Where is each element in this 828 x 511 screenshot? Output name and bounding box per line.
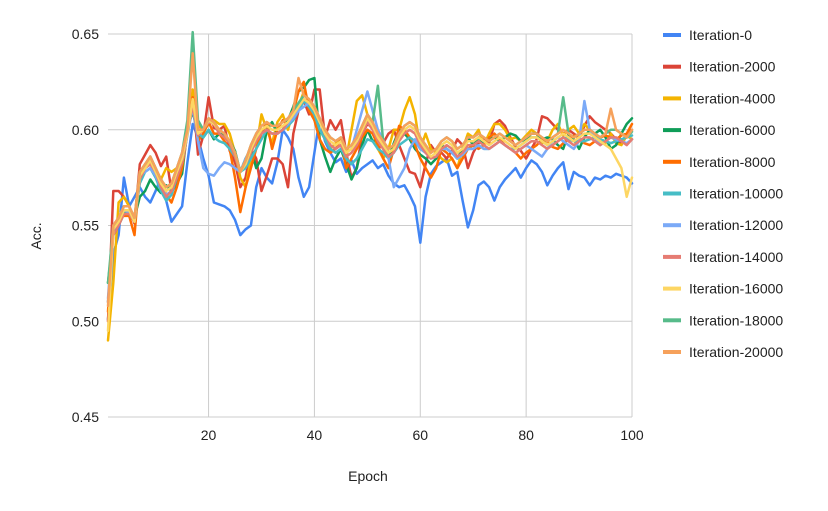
- legend-swatch: [663, 96, 681, 101]
- x-tick-label: 100: [620, 427, 644, 443]
- x-tick-label: 60: [412, 427, 428, 443]
- legend-item: Iteration-14000: [663, 249, 783, 265]
- series-line-iteration-20000: [106, 51, 634, 308]
- legend: Iteration-0 Iteration-2000 Iteration-4000 I…: [663, 27, 783, 360]
- legend-swatch: [663, 318, 681, 323]
- legend-label: Iteration-2000: [689, 59, 776, 75]
- legend-item: Iteration-20000: [663, 344, 783, 360]
- legend-item: Iteration-10000: [663, 186, 783, 202]
- legend-swatch: [663, 128, 681, 133]
- y-tick-label: 0.50: [72, 313, 99, 329]
- x-tick-label: 40: [307, 427, 323, 443]
- legend-label: Iteration-14000: [689, 249, 783, 265]
- legend-swatch: [663, 254, 681, 259]
- legend-item: Iteration-8000: [663, 154, 776, 170]
- legend-swatch: [663, 223, 681, 228]
- x-tick-label: 20: [201, 427, 217, 443]
- legend-label: Iteration-0: [689, 27, 752, 43]
- legend-item: Iteration-16000: [663, 281, 783, 297]
- legend-label: Iteration-20000: [689, 344, 783, 360]
- y-tick-label: 0.60: [72, 122, 99, 138]
- legend-item: Iteration-0: [663, 27, 752, 43]
- y-tick-label: 0.45: [72, 409, 99, 425]
- legend-item: Iteration-2000: [663, 59, 776, 75]
- legend-swatch: [663, 159, 681, 164]
- legend-label: Iteration-16000: [689, 281, 783, 297]
- y-axis-title: Acc.: [28, 222, 44, 249]
- legend-label: Iteration-18000: [689, 312, 783, 328]
- legend-swatch: [663, 64, 681, 69]
- legend-label: Iteration-12000: [689, 217, 783, 233]
- legend-label: Iteration-6000: [689, 122, 776, 138]
- legend-label: Iteration-8000: [689, 154, 776, 170]
- legend-swatch: [663, 286, 681, 291]
- y-tick-label: 0.55: [72, 218, 99, 234]
- grid-lines: [108, 33, 633, 418]
- legend-label: Iteration-4000: [689, 90, 776, 106]
- x-axis-title: Epoch: [348, 468, 388, 484]
- legend-swatch: [663, 191, 681, 196]
- legend-item: Iteration-18000: [663, 312, 783, 328]
- legend-item: Iteration-6000: [663, 122, 776, 138]
- legend-item: Iteration-4000: [663, 90, 776, 106]
- legend-item: Iteration-12000: [663, 217, 783, 233]
- series-lines: [106, 30, 634, 342]
- legend-swatch: [663, 33, 681, 37]
- legend-swatch: [663, 350, 681, 354]
- y-tick-label: 0.65: [72, 26, 99, 42]
- y-axis-ticks: 0.45 0.50 0.55 0.60 0.65: [72, 26, 99, 425]
- x-axis-ticks: 20 40 60 80 100: [201, 427, 644, 443]
- series-line-iteration-18000: [106, 30, 634, 285]
- legend-label: Iteration-10000: [689, 186, 783, 202]
- series-line-iteration-6000: [106, 76, 634, 285]
- series-line-iteration-16000: [106, 97, 634, 333]
- x-tick-label: 80: [518, 427, 534, 443]
